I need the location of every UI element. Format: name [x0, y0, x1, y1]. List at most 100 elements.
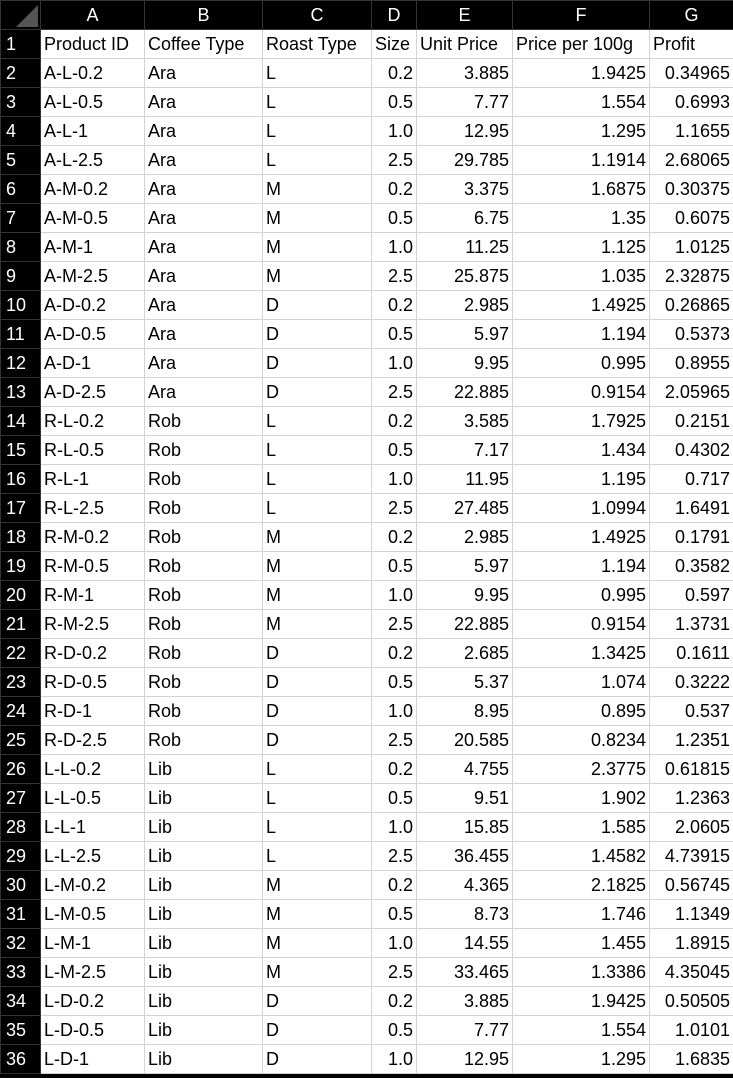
- data-cell[interactable]: Lib: [144, 841, 263, 871]
- data-cell[interactable]: 0.5: [371, 319, 417, 349]
- row-header[interactable]: 31: [0, 899, 41, 929]
- data-cell[interactable]: A-M-0.5: [40, 203, 145, 233]
- data-cell[interactable]: D: [262, 725, 372, 755]
- data-cell[interactable]: 1.746: [512, 899, 650, 929]
- data-cell[interactable]: 0.6075: [649, 203, 733, 233]
- data-cell[interactable]: 0.61815: [649, 754, 733, 784]
- data-cell[interactable]: 1.0: [371, 116, 417, 146]
- data-cell[interactable]: 0.1611: [649, 638, 733, 668]
- header-cell[interactable]: Roast Type: [262, 29, 372, 59]
- data-cell[interactable]: D: [262, 986, 372, 1016]
- data-cell[interactable]: Ara: [144, 290, 263, 320]
- data-cell[interactable]: 20.585: [416, 725, 513, 755]
- data-cell[interactable]: 2.1825: [512, 870, 650, 900]
- header-cell[interactable]: Unit Price: [416, 29, 513, 59]
- data-cell[interactable]: Lib: [144, 783, 263, 813]
- row-header[interactable]: 6: [0, 174, 41, 204]
- data-cell[interactable]: M: [262, 928, 372, 958]
- row-header[interactable]: 18: [0, 522, 41, 552]
- row-header[interactable]: 17: [0, 493, 41, 523]
- column-header-c[interactable]: C: [262, 0, 372, 30]
- data-cell[interactable]: Ara: [144, 377, 263, 407]
- data-cell[interactable]: 7.77: [416, 87, 513, 117]
- data-cell[interactable]: 1.4925: [512, 290, 650, 320]
- data-cell[interactable]: 0.5: [371, 783, 417, 813]
- data-cell[interactable]: R-L-2.5: [40, 493, 145, 523]
- data-cell[interactable]: 1.035: [512, 261, 650, 291]
- data-cell[interactable]: 36.455: [416, 841, 513, 871]
- data-cell[interactable]: M: [262, 232, 372, 262]
- data-cell[interactable]: 2.5: [371, 725, 417, 755]
- header-cell[interactable]: Profit: [649, 29, 733, 59]
- row-header[interactable]: 5: [0, 145, 41, 175]
- data-cell[interactable]: 2.3775: [512, 754, 650, 784]
- data-cell[interactable]: 29.785: [416, 145, 513, 175]
- data-cell[interactable]: Rob: [144, 406, 263, 436]
- row-header[interactable]: 23: [0, 667, 41, 697]
- data-cell[interactable]: 11.25: [416, 232, 513, 262]
- data-cell[interactable]: 3.885: [416, 986, 513, 1016]
- row-header[interactable]: 8: [0, 232, 41, 262]
- data-cell[interactable]: 1.295: [512, 116, 650, 146]
- data-cell[interactable]: L-L-1: [40, 812, 145, 842]
- header-cell[interactable]: Price per 100g: [512, 29, 650, 59]
- data-cell[interactable]: M: [262, 203, 372, 233]
- data-cell[interactable]: 1.554: [512, 87, 650, 117]
- data-cell[interactable]: Rob: [144, 638, 263, 668]
- row-header[interactable]: 22: [0, 638, 41, 668]
- data-cell[interactable]: Rob: [144, 609, 263, 639]
- data-cell[interactable]: Lib: [144, 812, 263, 842]
- data-cell[interactable]: L-M-1: [40, 928, 145, 958]
- data-cell[interactable]: 1.0: [371, 696, 417, 726]
- data-cell[interactable]: 5.37: [416, 667, 513, 697]
- data-cell[interactable]: 7.77: [416, 1015, 513, 1045]
- column-header-g[interactable]: G: [649, 0, 733, 30]
- select-all-corner[interactable]: [0, 0, 41, 30]
- data-cell[interactable]: R-D-0.2: [40, 638, 145, 668]
- data-cell[interactable]: 0.2: [371, 174, 417, 204]
- data-cell[interactable]: A-D-2.5: [40, 377, 145, 407]
- data-cell[interactable]: 1.0: [371, 232, 417, 262]
- data-cell[interactable]: 0.8234: [512, 725, 650, 755]
- data-cell[interactable]: M: [262, 957, 372, 987]
- data-cell[interactable]: 0.9154: [512, 609, 650, 639]
- data-cell[interactable]: 0.5: [371, 435, 417, 465]
- data-cell[interactable]: 14.55: [416, 928, 513, 958]
- data-cell[interactable]: D: [262, 638, 372, 668]
- row-header[interactable]: 1: [0, 29, 41, 59]
- data-cell[interactable]: 0.2: [371, 754, 417, 784]
- data-cell[interactable]: 4.755: [416, 754, 513, 784]
- data-cell[interactable]: D: [262, 319, 372, 349]
- row-header[interactable]: 24: [0, 696, 41, 726]
- row-header[interactable]: 33: [0, 957, 41, 987]
- data-cell[interactable]: 0.2: [371, 638, 417, 668]
- header-cell[interactable]: Size: [371, 29, 417, 59]
- row-header[interactable]: 13: [0, 377, 41, 407]
- data-cell[interactable]: 0.2: [371, 290, 417, 320]
- data-cell[interactable]: 22.885: [416, 377, 513, 407]
- data-cell[interactable]: 1.3425: [512, 638, 650, 668]
- data-cell[interactable]: A-L-0.5: [40, 87, 145, 117]
- data-cell[interactable]: 1.434: [512, 435, 650, 465]
- data-cell[interactable]: 1.4582: [512, 841, 650, 871]
- header-cell[interactable]: Coffee Type: [144, 29, 263, 59]
- data-cell[interactable]: 1.2363: [649, 783, 733, 813]
- data-cell[interactable]: 0.5: [371, 1015, 417, 1045]
- data-cell[interactable]: M: [262, 174, 372, 204]
- data-cell[interactable]: 1.8915: [649, 928, 733, 958]
- data-cell[interactable]: R-D-1: [40, 696, 145, 726]
- data-cell[interactable]: 1.3731: [649, 609, 733, 639]
- data-cell[interactable]: M: [262, 551, 372, 581]
- data-cell[interactable]: A-M-2.5: [40, 261, 145, 291]
- data-cell[interactable]: 5.97: [416, 319, 513, 349]
- data-cell[interactable]: A-M-1: [40, 232, 145, 262]
- data-cell[interactable]: 0.4302: [649, 435, 733, 465]
- data-cell[interactable]: Rob: [144, 725, 263, 755]
- data-cell[interactable]: D: [262, 696, 372, 726]
- data-cell[interactable]: 25.875: [416, 261, 513, 291]
- data-cell[interactable]: 4.73915: [649, 841, 733, 871]
- row-header[interactable]: 12: [0, 348, 41, 378]
- data-cell[interactable]: 15.85: [416, 812, 513, 842]
- data-cell[interactable]: 0.3222: [649, 667, 733, 697]
- data-cell[interactable]: 12.95: [416, 116, 513, 146]
